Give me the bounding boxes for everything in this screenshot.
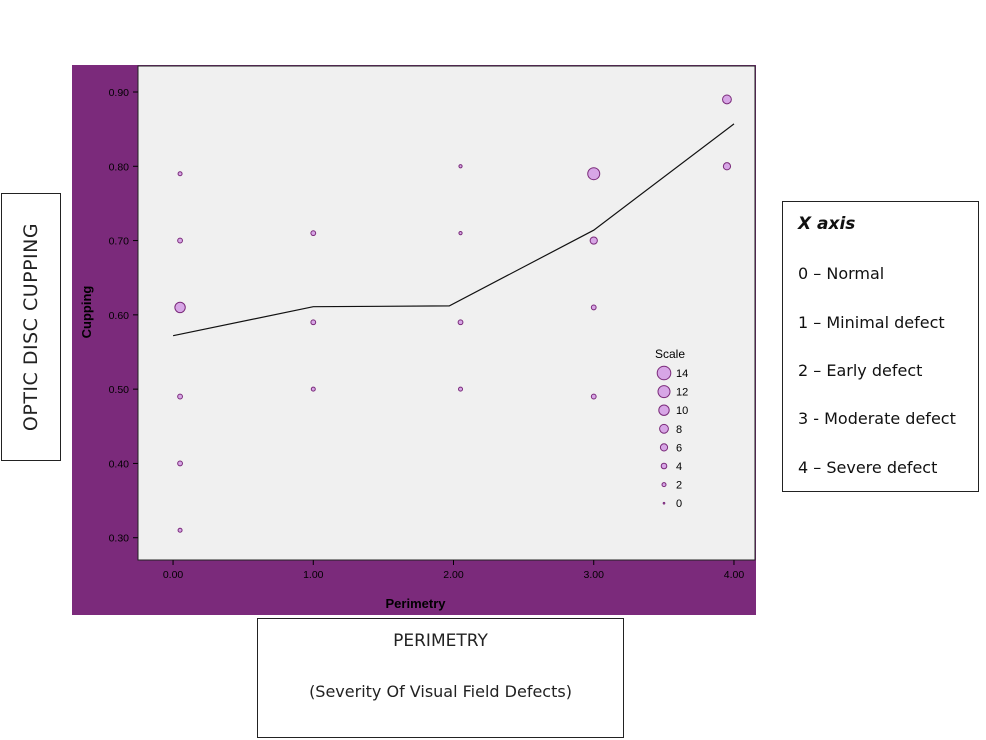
y-tick-label: 0.40 xyxy=(109,458,130,470)
size-legend-marker xyxy=(662,501,666,505)
x-axis-legend-box: X axis 0 – Normal 1 – Minimal defect 2 –… xyxy=(782,201,979,492)
size-legend-label: 6 xyxy=(676,442,682,454)
size-legend-marker xyxy=(656,365,672,381)
y-axis-caption: OPTIC DISC CUPPING xyxy=(20,222,42,432)
plot-area xyxy=(137,65,756,561)
size-legend-label: 8 xyxy=(676,424,682,436)
y-tick-label: 0.30 xyxy=(109,533,130,545)
fit-line xyxy=(172,123,735,337)
data-point xyxy=(587,167,601,181)
y-tick-label: 0.50 xyxy=(109,384,130,396)
data-point xyxy=(310,319,317,326)
size-legend-marker xyxy=(661,482,667,488)
y-axis-caption-box: OPTIC DISC CUPPING xyxy=(1,193,61,461)
data-point xyxy=(722,94,732,105)
x-axis-legend-item: 2 – Early defect xyxy=(798,361,923,380)
x-axis-caption-subtitle: (Severity Of Visual Field Defects) xyxy=(309,682,572,701)
x-axis-title: Perimetry xyxy=(386,596,447,611)
size-legend-label: 10 xyxy=(676,405,688,417)
data-point xyxy=(590,304,597,311)
x-axis-caption: PERIMETRY xyxy=(393,631,488,651)
size-legend-title: Scale xyxy=(655,347,685,361)
x-axis-legend-item: 4 – Severe defect xyxy=(798,458,938,477)
data-point xyxy=(177,527,183,533)
data-point xyxy=(177,171,183,177)
data-point xyxy=(177,460,183,467)
data-point xyxy=(589,236,598,245)
data-point xyxy=(590,393,597,400)
data-point xyxy=(458,231,463,236)
scatter-chart: 0.30 0.40 0.50 0.60 0.70 0.80 0.90 0.00 1.00 2.00… xyxy=(79,65,756,611)
size-legend-marker xyxy=(657,385,671,399)
x-tick-label: 3.00 xyxy=(584,569,605,581)
x-tick-label: 0.00 xyxy=(163,569,184,581)
size-legend-label: 2 xyxy=(676,480,682,492)
data-point xyxy=(310,230,317,237)
y-tick-label: 0.60 xyxy=(109,310,130,322)
size-legend-marker xyxy=(659,423,669,434)
x-axis-caption-box: PERIMETRY (Severity Of Visual Field Defe… xyxy=(257,618,624,738)
x-tick-label: 1.00 xyxy=(303,569,324,581)
size-legend-label: 12 xyxy=(676,387,688,399)
data-point xyxy=(457,319,464,326)
chart-frame: 0.30 0.40 0.50 0.60 0.70 0.80 0.90 0.00 1.00 2.00… xyxy=(72,65,756,615)
x-tick-label: 2.00 xyxy=(443,569,464,581)
y-axis-title: Cupping xyxy=(79,286,94,339)
data-point xyxy=(177,393,183,400)
y-tick-label: 0.80 xyxy=(109,161,130,173)
data-point xyxy=(458,164,463,169)
x-axis-legend-item: 0 – Normal xyxy=(798,264,885,283)
data-point xyxy=(722,162,732,171)
size-legend-label: 4 xyxy=(676,461,682,473)
y-tick-label: 0.70 xyxy=(109,236,130,248)
size-legend-label: 14 xyxy=(676,368,688,380)
x-axis-legend-item: 3 - Moderate defect xyxy=(798,409,956,428)
data-point xyxy=(458,386,464,392)
size-legend-label: 0 xyxy=(676,498,682,510)
data-point xyxy=(177,237,183,244)
size-legend-marker xyxy=(659,443,669,452)
x-axis-legend-title: X axis xyxy=(798,214,856,234)
data-point xyxy=(310,386,316,392)
size-legend-marker xyxy=(660,462,668,470)
size-legend-marker xyxy=(658,404,670,416)
x-tick-label: 4.00 xyxy=(724,569,745,581)
y-tick-label: 0.90 xyxy=(109,87,130,99)
x-axis-legend-item: 1 – Minimal defect xyxy=(798,313,945,332)
data-point xyxy=(174,301,186,314)
